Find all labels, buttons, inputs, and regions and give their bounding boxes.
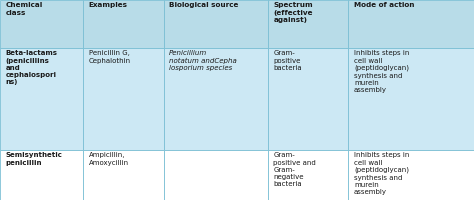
Bar <box>83 48 164 150</box>
Text: Examples: Examples <box>89 2 128 8</box>
Bar <box>83 0 164 48</box>
Text: Ampicillin,
Amoxycillin: Ampicillin, Amoxycillin <box>89 152 129 166</box>
Bar <box>0 150 83 200</box>
Bar <box>164 150 268 200</box>
Bar <box>0 0 83 48</box>
Text: Chemical
class: Chemical class <box>6 2 43 16</box>
Text: Penicillin G,
Cephalothin: Penicillin G, Cephalothin <box>89 50 131 64</box>
Text: Inhibits steps in
cell wall
(peptidoglycan)
synthesis and
murein
assembly: Inhibits steps in cell wall (peptidoglyc… <box>354 50 410 93</box>
Bar <box>83 150 164 200</box>
Bar <box>268 48 348 150</box>
Text: Mode of action: Mode of action <box>354 2 415 8</box>
Text: Penicillium
notatum andCepha
losporium species: Penicillium notatum andCepha losporium s… <box>169 50 237 71</box>
Text: Biological source: Biological source <box>169 2 238 8</box>
Text: Gram-
positive
bacteria: Gram- positive bacteria <box>273 50 302 71</box>
Bar <box>348 150 474 200</box>
Text: Spectrum
(effective
against): Spectrum (effective against) <box>273 2 313 23</box>
Bar <box>164 0 268 48</box>
Text: Inhibits steps in
cell wall
(peptidoglycan)
synthesis and
murein
assembly: Inhibits steps in cell wall (peptidoglyc… <box>354 152 410 195</box>
Text: Gram-
positive and
Gram-
negative
bacteria: Gram- positive and Gram- negative bacter… <box>273 152 316 187</box>
Text: Beta-lactams
(penicillins
and
cephalospori
ns): Beta-lactams (penicillins and cephalospo… <box>6 50 58 85</box>
Text: Semisynthetic
penicillin: Semisynthetic penicillin <box>6 152 63 166</box>
Bar <box>268 0 348 48</box>
Bar <box>0 48 83 150</box>
Bar <box>348 0 474 48</box>
Bar <box>164 48 268 150</box>
Bar <box>348 48 474 150</box>
Bar <box>268 150 348 200</box>
